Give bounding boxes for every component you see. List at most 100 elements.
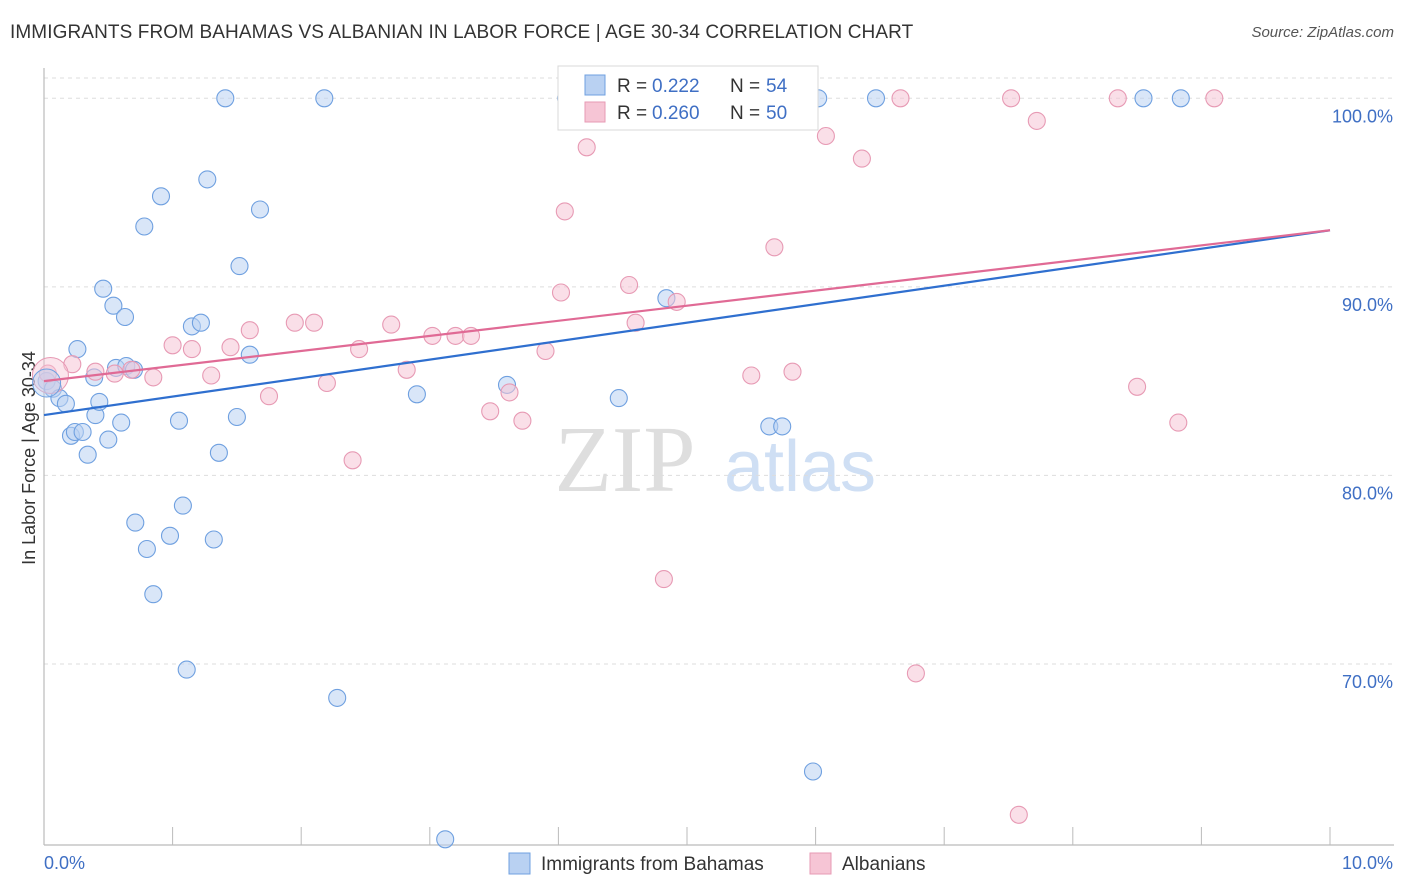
- point-albanians-22: [481, 402, 500, 421]
- point-bahamas-53: [866, 89, 886, 108]
- point-albanians-42: [1009, 805, 1028, 824]
- x-tick-min: 0.0%: [44, 853, 85, 873]
- point-bahamas-33: [209, 443, 228, 462]
- legend-n-value-2: 50: [766, 103, 787, 124]
- point-albanians-7: [182, 340, 201, 359]
- axes: [43, 68, 1394, 846]
- point-bahamas-40: [328, 688, 347, 707]
- point-albanians-14: [317, 373, 336, 393]
- legend-r-label-1: R =: [617, 76, 647, 97]
- point-bahamas-23: [144, 585, 163, 604]
- point-bahamas-20: [126, 513, 145, 532]
- bottom-legend-swatch-albanians[interactable]: [809, 852, 832, 875]
- point-albanians-36: [783, 362, 802, 381]
- point-albanians-43: [1027, 111, 1046, 130]
- point-bahamas-54: [1134, 89, 1153, 108]
- point-bahamas-25: [160, 526, 180, 545]
- y-tick-label-2: 90.0%: [1342, 295, 1393, 315]
- legend-r-label-2: R =: [617, 103, 647, 124]
- legend-r-value-2: 0.260: [652, 103, 700, 124]
- point-albanians-27: [555, 202, 574, 221]
- legend-n-label-2: N =: [730, 103, 760, 124]
- point-albanians-23: [500, 383, 519, 402]
- watermark-zip: ZIP: [555, 408, 696, 512]
- point-albanians-28: [577, 138, 596, 157]
- trend-lines: [43, 229, 1331, 417]
- y-tick-labels: 70.0% 80.0% 90.0% 100.0%: [1332, 106, 1393, 692]
- point-albanians-9: [221, 338, 240, 357]
- point-albanians-41: [1002, 89, 1021, 108]
- series-legend: Immigrants from Bahamas Albanians: [508, 852, 925, 875]
- point-bahamas-13: [99, 430, 118, 449]
- grid-lines: [44, 77, 1394, 665]
- legend-n-label-1: N =: [730, 76, 760, 97]
- point-albanians-8: [202, 366, 221, 385]
- bottom-legend-label-bahamas[interactable]: Immigrants from Bahamas: [541, 854, 764, 875]
- point-bahamas-45: [609, 389, 628, 408]
- point-albanians-37: [816, 126, 835, 146]
- legend-swatch-albanians: [584, 101, 606, 123]
- point-bahamas-24: [151, 187, 171, 206]
- point-albanians-18: [397, 360, 416, 379]
- point-bahamas-7: [78, 445, 97, 464]
- point-albanians-34: [742, 366, 761, 385]
- point-bahamas-50: [803, 762, 823, 781]
- point-bahamas-34: [216, 89, 235, 108]
- trend-line-bahamas: [43, 229, 1331, 417]
- point-albanians-31: [654, 570, 673, 589]
- point-albanians-40: [906, 664, 925, 683]
- point-bahamas-12: [94, 279, 113, 298]
- point-albanians-17: [382, 315, 401, 334]
- point-bahamas-32: [204, 530, 223, 549]
- point-albanians-10: [240, 321, 259, 340]
- point-bahamas-large: [32, 368, 62, 398]
- point-albanians-large: [31, 356, 69, 394]
- point-albanians-6: [163, 336, 182, 355]
- point-albanians-25: [536, 341, 555, 361]
- legend-r-value-1: 0.222: [652, 76, 700, 97]
- y-tick-label-3: 100.0%: [1332, 106, 1393, 126]
- x-tick-max: 10.0%: [1342, 853, 1393, 873]
- point-albanians-13: [305, 313, 324, 332]
- point-albanians-2: [86, 362, 105, 381]
- point-bahamas-14: [104, 296, 123, 315]
- point-bahamas-21: [135, 217, 154, 236]
- stats-legend: R = 0.222 N = 54 R = 0.260 N = 50: [557, 65, 819, 131]
- point-bahamas-41: [407, 385, 426, 404]
- point-bahamas-35: [227, 407, 246, 427]
- point-bahamas-22: [137, 539, 156, 559]
- point-bahamas-26: [169, 411, 189, 430]
- bottom-legend-label-albanians[interactable]: Albanians: [842, 854, 925, 875]
- point-albanians-38: [852, 149, 871, 168]
- point-albanians-44: [1108, 89, 1127, 108]
- point-bahamas-16: [112, 413, 131, 432]
- point-albanians-46: [1169, 413, 1188, 432]
- watermark-atlas: atlas: [724, 427, 876, 507]
- y-axis-label: In Labor Force | Age 30-34: [19, 351, 39, 565]
- point-bahamas-6: [73, 422, 92, 442]
- bottom-legend-swatch-bahamas[interactable]: [508, 852, 531, 875]
- point-albanians-45: [1128, 377, 1147, 396]
- point-bahamas-38: [250, 200, 270, 219]
- point-albanians-5: [144, 368, 163, 387]
- point-albanians-26: [551, 283, 571, 302]
- point-bahamas-36: [230, 257, 249, 276]
- point-albanians-29: [620, 275, 639, 295]
- point-bahamas-17: [115, 307, 135, 327]
- point-albanians-11: [259, 387, 279, 406]
- legend-swatch-bahamas: [584, 74, 606, 96]
- point-albanians-16: [343, 451, 362, 470]
- trend-line-albanians: [43, 229, 1331, 383]
- point-albanians-12: [285, 313, 304, 332]
- point-bahamas-42: [436, 830, 455, 849]
- point-bahamas-49: [773, 417, 792, 436]
- point-bahamas-55: [1171, 89, 1190, 108]
- point-bahamas-31: [198, 170, 217, 189]
- point-bahamas-27: [173, 496, 192, 515]
- point-albanians-1: [63, 355, 82, 374]
- point-bahamas-39: [315, 89, 334, 108]
- point-albanians-24: [513, 411, 532, 430]
- point-albanians-30: [626, 313, 645, 332]
- legend-n-value-1: 54: [766, 76, 788, 97]
